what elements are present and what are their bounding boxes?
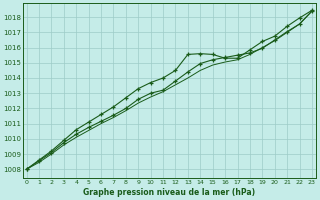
X-axis label: Graphe pression niveau de la mer (hPa): Graphe pression niveau de la mer (hPa) bbox=[83, 188, 255, 197]
